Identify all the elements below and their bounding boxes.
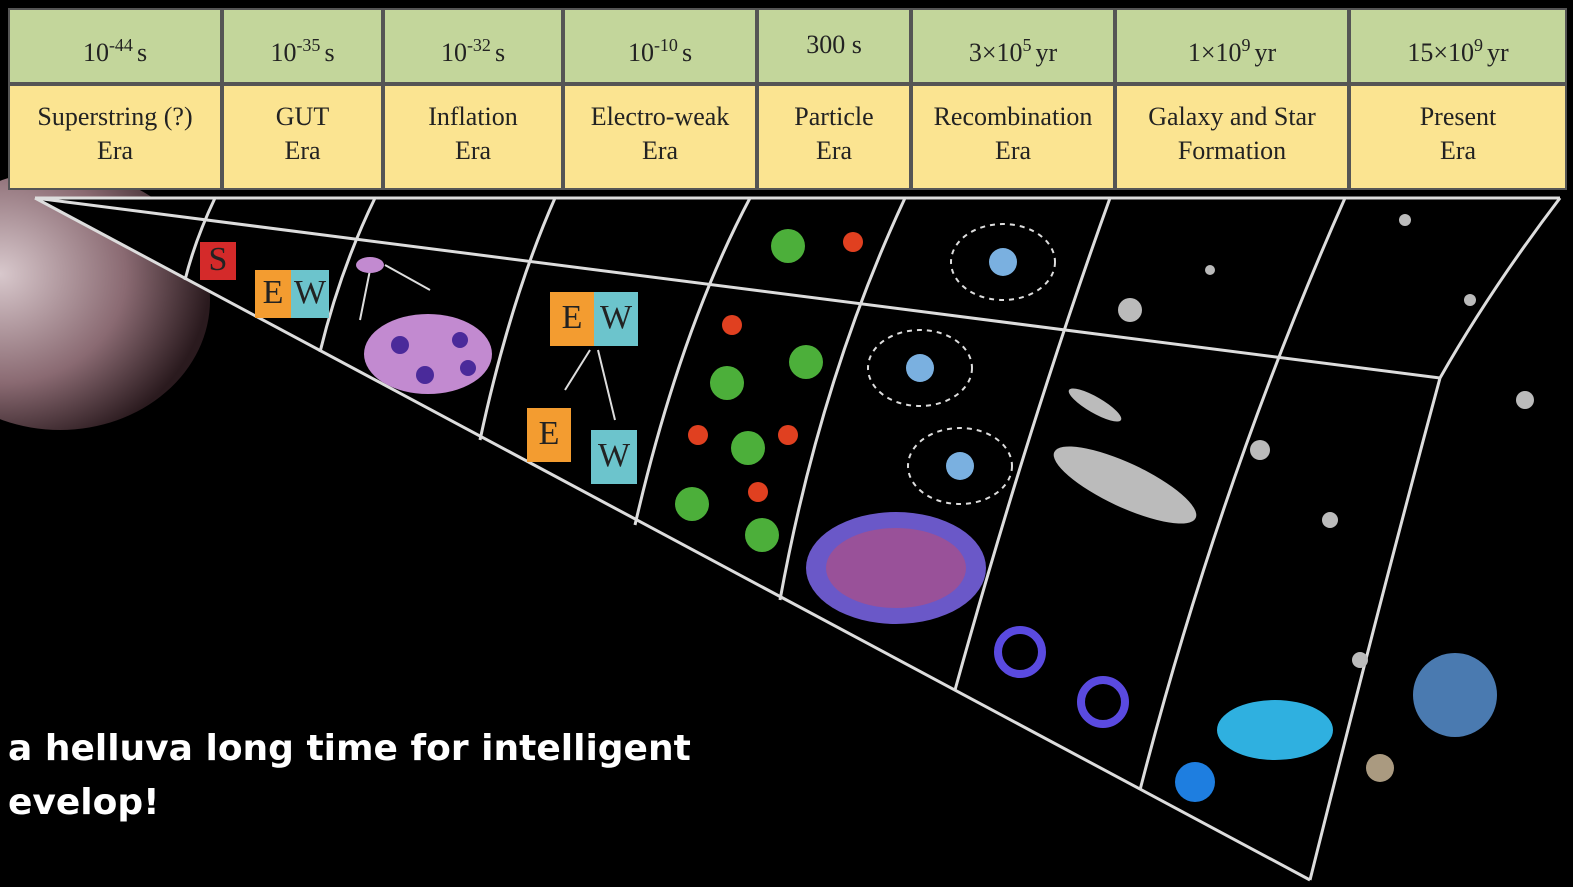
moon [1366,754,1394,782]
era-name: Era [759,134,909,168]
time-unit: s [682,38,692,67]
label: W [294,274,327,311]
spiral-galaxy [1217,700,1333,760]
time-base: 10 [628,38,654,67]
era-cell: Superstring (?)Era [8,84,222,190]
era-name: GUT [224,100,381,134]
time-unit: s [324,38,334,67]
era-name: Particle [759,100,909,134]
era-name: Recombination [913,100,1113,134]
era-name: Era [1351,134,1565,168]
label: S [209,241,228,278]
time-cell: 300 s [757,8,911,84]
time-unit: yr [1487,38,1509,67]
era-name: Era [565,134,755,168]
time-base: 1×10 [1188,38,1242,67]
time-exponent: 5 [1023,35,1032,55]
era-name: Era [385,134,561,168]
time-exponent: -32 [467,35,491,55]
time-base: 3×10 [969,38,1023,67]
time-base: 300 [806,30,845,59]
label: E [539,415,560,452]
era-name: Formation [1117,134,1347,168]
star [1175,762,1215,802]
era-name: Superstring (?) [10,100,220,134]
time-exponent: -35 [296,35,320,55]
time-exponent: -44 [109,35,133,55]
era-name: Era [224,134,381,168]
time-unit: s [852,30,862,59]
time-base: 10 [270,38,296,67]
era-name: Electro-weak [565,100,755,134]
era-name: Present [1351,100,1565,134]
earth [1413,653,1497,737]
label: W [598,437,631,474]
time-exponent: 9 [1242,35,1251,55]
label: E [263,274,284,311]
caption: a helluva long time for intelligent [8,728,691,769]
time-base: 10 [441,38,467,67]
time-base: 15×10 [1407,38,1474,67]
era-name: Era [913,134,1113,168]
inflation-seed [356,257,384,273]
slide: S E W E W E W a helluva long time for in… [0,0,1573,887]
era-name: Galaxy and Star [1117,100,1347,134]
label: E [562,299,583,336]
time-unit: yr [1255,38,1277,67]
cmb-spots [826,528,966,608]
caption: evelop! [8,782,160,823]
time-exponent: 9 [1474,35,1483,55]
time-unit: s [137,38,147,67]
time-unit: s [495,38,505,67]
era-name: Inflation [385,100,561,134]
time-base: 10 [83,38,109,67]
era-name: Era [10,134,220,168]
label: W [600,299,633,336]
time-unit: yr [1036,38,1058,67]
time-exponent: -10 [654,35,678,55]
